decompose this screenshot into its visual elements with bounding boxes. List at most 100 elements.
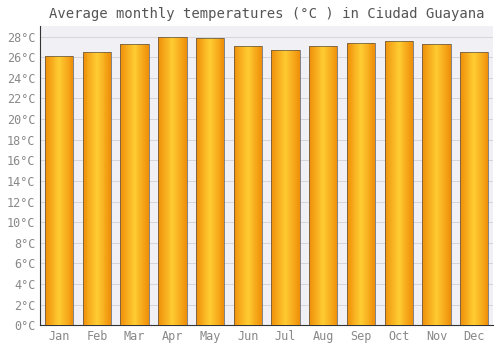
Bar xyxy=(47,56,48,325)
Bar xyxy=(336,46,338,325)
Bar xyxy=(316,46,318,325)
Bar xyxy=(277,50,278,325)
Bar xyxy=(348,43,350,325)
Bar xyxy=(436,44,438,325)
Bar xyxy=(290,50,291,325)
Bar xyxy=(140,44,141,325)
Bar xyxy=(161,37,162,325)
Bar xyxy=(432,44,434,325)
Bar xyxy=(426,44,427,325)
Bar xyxy=(447,44,448,325)
Bar xyxy=(102,52,104,325)
Bar xyxy=(318,46,320,325)
Bar xyxy=(286,50,288,325)
Bar xyxy=(175,37,176,325)
Bar xyxy=(97,52,98,325)
Bar xyxy=(177,37,178,325)
Bar xyxy=(359,43,360,325)
Bar xyxy=(295,50,296,325)
Bar xyxy=(49,56,50,325)
Bar xyxy=(63,56,64,325)
Bar xyxy=(163,37,164,325)
Bar xyxy=(109,52,110,325)
Bar xyxy=(350,43,352,325)
Bar xyxy=(362,43,363,325)
Bar xyxy=(172,37,174,325)
Bar xyxy=(428,44,429,325)
Bar xyxy=(356,43,357,325)
Bar xyxy=(59,56,60,325)
Bar xyxy=(127,44,128,325)
Bar xyxy=(92,52,93,325)
Bar xyxy=(282,50,284,325)
Bar xyxy=(480,52,481,325)
Bar xyxy=(361,43,362,325)
Bar xyxy=(425,44,426,325)
Bar xyxy=(52,56,54,325)
Bar xyxy=(430,44,431,325)
Bar xyxy=(214,37,215,325)
Bar xyxy=(446,44,447,325)
Bar xyxy=(468,52,469,325)
Bar xyxy=(165,37,166,325)
Bar xyxy=(62,56,63,325)
Bar xyxy=(481,52,482,325)
Bar xyxy=(196,37,197,325)
Bar xyxy=(476,52,477,325)
Bar xyxy=(158,37,186,325)
Bar xyxy=(358,43,359,325)
Bar xyxy=(260,46,261,325)
Bar xyxy=(477,52,478,325)
Bar xyxy=(132,44,134,325)
Bar xyxy=(388,41,390,325)
Bar xyxy=(272,50,299,325)
Bar xyxy=(91,52,92,325)
Bar xyxy=(125,44,126,325)
Bar xyxy=(411,41,412,325)
Bar xyxy=(374,43,375,325)
Bar xyxy=(280,50,281,325)
Bar xyxy=(210,37,211,325)
Bar xyxy=(50,56,51,325)
Bar xyxy=(142,44,143,325)
Bar xyxy=(215,37,216,325)
Bar xyxy=(257,46,258,325)
Bar xyxy=(441,44,442,325)
Bar xyxy=(408,41,409,325)
Bar xyxy=(222,37,224,325)
Bar xyxy=(70,56,72,325)
Bar xyxy=(197,37,198,325)
Bar xyxy=(94,52,95,325)
Bar xyxy=(159,37,160,325)
Bar xyxy=(247,46,248,325)
Bar xyxy=(347,43,348,325)
Bar xyxy=(311,46,312,325)
Bar xyxy=(180,37,181,325)
Bar xyxy=(461,52,462,325)
Bar xyxy=(294,50,295,325)
Bar xyxy=(431,44,432,325)
Bar xyxy=(145,44,146,325)
Bar xyxy=(96,52,97,325)
Bar xyxy=(196,37,224,325)
Bar xyxy=(354,43,356,325)
Bar xyxy=(246,46,247,325)
Bar xyxy=(90,52,91,325)
Bar xyxy=(448,44,450,325)
Bar xyxy=(198,37,199,325)
Bar xyxy=(404,41,406,325)
Bar xyxy=(390,41,391,325)
Bar xyxy=(261,46,262,325)
Bar xyxy=(236,46,238,325)
Bar xyxy=(88,52,90,325)
Bar xyxy=(54,56,56,325)
Bar xyxy=(184,37,186,325)
Bar xyxy=(357,43,358,325)
Bar xyxy=(209,37,210,325)
Bar xyxy=(200,37,202,325)
Bar xyxy=(56,56,58,325)
Bar xyxy=(148,44,149,325)
Bar xyxy=(120,44,149,325)
Title: Average monthly temperatures (°C ) in Ciudad Guayana: Average monthly temperatures (°C ) in Ci… xyxy=(49,7,484,21)
Bar xyxy=(400,41,402,325)
